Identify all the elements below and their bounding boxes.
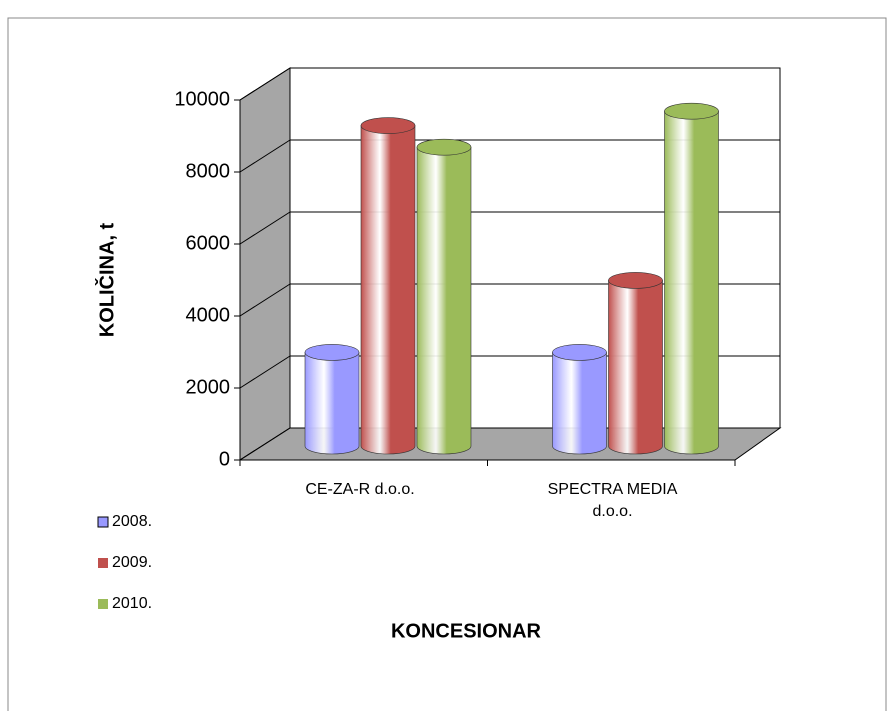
bar-top [360, 117, 416, 134]
y-tick-label: 4000 [186, 304, 231, 326]
bar-top [552, 344, 607, 361]
bar-top [304, 344, 360, 361]
y-tick-label: 2000 [186, 376, 231, 398]
x-tick-label: SPECTRA MEDIA d.o.o. [548, 481, 678, 520]
y-tick-label: 8000 [186, 160, 231, 182]
legend-label: 2009. [112, 554, 152, 571]
bar-body [608, 280, 663, 455]
grid-line [239, 283, 291, 317]
grid-line [239, 211, 291, 245]
legend-swatch [98, 558, 108, 568]
bar-body [552, 352, 607, 455]
bar-body [360, 125, 416, 455]
grid-line [239, 355, 291, 389]
grid-line [239, 427, 291, 461]
y-tick-label: 10000 [174, 88, 230, 110]
legend-label: 2008. [112, 513, 152, 530]
y-axis-label: KOLIČINA, t [94, 222, 118, 337]
bar-top [416, 138, 472, 156]
bar-body [416, 146, 472, 455]
side-wall [239, 67, 291, 461]
bar-top [608, 272, 663, 289]
legend-label: 2010. [112, 595, 152, 612]
x-tick-line: d.o.o. [592, 503, 632, 520]
x-tick-line: SPECTRA MEDIA [548, 481, 678, 498]
bar-body [664, 110, 719, 455]
grid-line [239, 139, 291, 173]
x-tick-label: CE-ZA-R d.o.o. [305, 481, 414, 498]
y-tick-label: 6000 [186, 232, 231, 254]
bar-top [664, 102, 719, 120]
legend-swatch [97, 516, 109, 528]
legend-swatch [98, 599, 108, 609]
grid-line [239, 67, 291, 101]
y-tick-label: 0 [219, 448, 230, 470]
x-axis-label: KONCESIONAR [391, 620, 542, 642]
bar-body [304, 352, 360, 455]
